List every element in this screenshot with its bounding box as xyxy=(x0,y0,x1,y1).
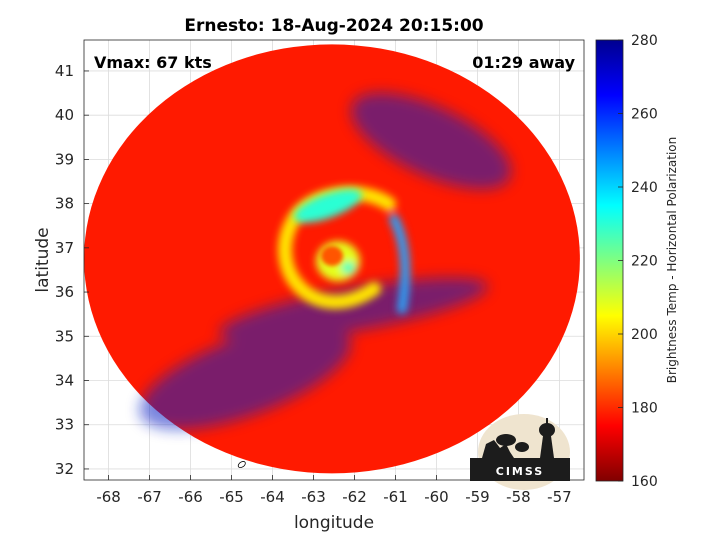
y-axis: 32 33 34 35 36 37 38 39 40 41 xyxy=(55,62,89,478)
x-tick-label-0: -68 xyxy=(96,488,121,506)
feature-northern-band xyxy=(293,189,362,223)
y-tick-label-1: 33 xyxy=(55,416,74,434)
x-tick-label-8: -60 xyxy=(424,488,449,506)
x-tick-label-4: -64 xyxy=(260,488,285,506)
x-axis: -68 -67 -66 -65 -64 -63 -62 -61 -60 -59 -58 -57 xyxy=(96,475,572,506)
colorbar-label: Brightness Temp - Horizontal Polarizatio… xyxy=(665,137,679,384)
cimss-logo: CIMSS xyxy=(470,414,570,490)
x-tick-label-3: -65 xyxy=(219,488,244,506)
x-tick-label-9: -59 xyxy=(465,488,490,506)
feature-eyewall-max xyxy=(341,261,356,274)
x-tick-label-2: -66 xyxy=(178,488,203,506)
x-tick-label-5: -63 xyxy=(301,488,326,506)
storm-eye xyxy=(321,245,343,266)
colorbar: 160 180 200 220 240 260 280 Brightness Temp - … xyxy=(595,33,679,490)
colorbar-tick-label-4: 240 xyxy=(631,180,658,196)
x-axis-label: longitude xyxy=(294,513,374,533)
x-tick-label-6: -62 xyxy=(342,488,367,506)
cimss-logo-text: CIMSS xyxy=(496,465,544,478)
y-tick-label-0: 32 xyxy=(55,460,74,478)
colorbar-tick-label-3: 220 xyxy=(631,254,658,270)
colorbar-tick-label-2: 200 xyxy=(631,327,658,343)
colorbar-tick-label-1: 180 xyxy=(631,401,658,417)
y-tick-label-4: 36 xyxy=(55,283,74,301)
x-tick-label-1: -67 xyxy=(137,488,162,506)
plot-frame xyxy=(83,39,585,481)
x-tick-label-7: -61 xyxy=(383,488,408,506)
colorbar-tick-label-6: 280 xyxy=(631,33,658,49)
colorbar-tick-label-5: 260 xyxy=(631,107,658,123)
y-tick-label-5: 37 xyxy=(55,239,74,257)
colorbar-tick-label-0: 160 xyxy=(631,474,658,490)
eastern-band xyxy=(389,213,411,314)
y-tick-label-3: 35 xyxy=(55,327,74,345)
y-axis-label: latitude xyxy=(33,227,53,292)
x-tick-label-10: -58 xyxy=(506,488,531,506)
y-tick-label-8: 40 xyxy=(55,106,74,124)
y-tick-label-7: 39 xyxy=(55,150,74,168)
y-tick-label-6: 38 xyxy=(55,195,74,213)
y-tick-label-9: 41 xyxy=(55,62,74,80)
x-tick-label-11: -57 xyxy=(547,488,572,506)
y-tick-label-2: 34 xyxy=(55,372,74,390)
time-away-label: 01:29 away xyxy=(472,53,575,72)
chart-title: Ernesto: 18-Aug-2024 20:15:00 xyxy=(184,16,483,36)
vmax-label: Vmax: 67 kts xyxy=(94,53,212,72)
swath-artifact xyxy=(237,461,246,468)
